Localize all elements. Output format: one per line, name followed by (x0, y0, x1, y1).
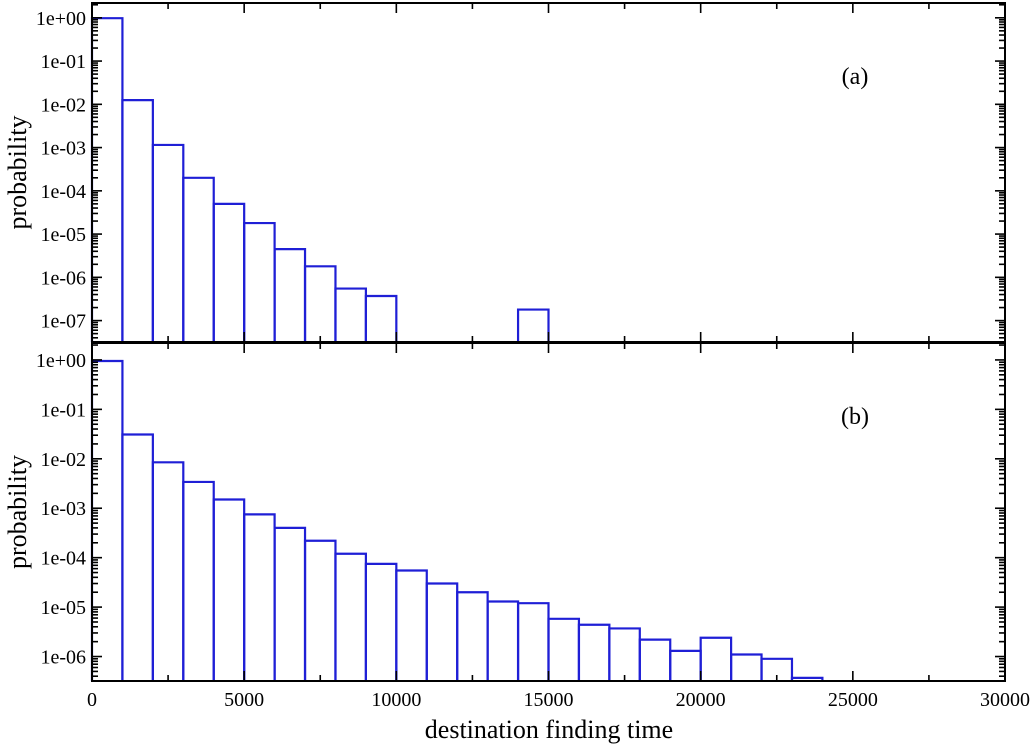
panel-b-y-tick-label: 1e+00 (36, 350, 86, 372)
panel-b-bar (395, 569, 428, 681)
panel-b-y-tick-label: 1e-03 (40, 498, 86, 520)
panel-b-bar (516, 602, 550, 681)
panel-a-bar (303, 265, 337, 342)
panel-a-bar (516, 308, 550, 342)
panel-b: 0 5000 10000 15000 20000 25000 30000 1e+00 1e-01… (3, 342, 1030, 711)
panel-a: 1e+00 1e-01 1e-02 1e-03 1e-04 1e-05 1e-06 1e-07… (3, 2, 1006, 343)
panel-b-bar (669, 649, 702, 681)
x-axis-title: destination finding time (425, 715, 673, 744)
panel-a-bar (273, 247, 307, 342)
panel-b-bar (182, 480, 215, 681)
panel-b-y-tick-label: 1e-01 (40, 399, 86, 421)
panel-b-y-axis-title: probability (3, 455, 32, 569)
panel-b-x-tick-label: 30000 (980, 689, 1030, 711)
panel-a-bar (212, 202, 246, 342)
panel-b-label: (b) (841, 404, 869, 430)
panel-b-x-tick-label: 5000 (224, 689, 264, 711)
panel-b-y-tick-label: 1e-04 (40, 548, 86, 570)
panel-a-y-tick-label: 1e-06 (40, 267, 86, 289)
panel-a-bar (182, 176, 215, 342)
panel-b-x-tick-label: 0 (87, 689, 97, 711)
panel-b-bar (486, 600, 520, 681)
panel-b-bar (303, 539, 337, 681)
panel-b-bar (699, 636, 733, 681)
panel-b-bar (212, 498, 246, 681)
panel-b-x-tick-label: 25000 (828, 689, 878, 711)
panel-b-bar (273, 526, 307, 681)
panel-b-bar (425, 582, 459, 681)
panel-a-bar (151, 143, 185, 342)
panel-b-bar (121, 433, 154, 681)
panel-b-bar (608, 627, 641, 681)
panel-b-bar (790, 676, 824, 681)
panel-b-x-tick-label: 15000 (524, 689, 574, 711)
panel-b-bar (243, 513, 276, 681)
panel-b-bar (547, 617, 581, 681)
panel-a-y-tick-label: 1e-02 (40, 94, 86, 116)
panel-b-y-tick-label: 1e-02 (40, 449, 86, 471)
panel-a-y-tick-label: 1e-01 (40, 51, 86, 73)
panel-b-y-tick-label: 1e-06 (40, 647, 86, 669)
panel-b-bar (577, 623, 611, 681)
panel-b-bar (760, 657, 794, 681)
panel-a-bar (334, 287, 367, 342)
panel-a-bar (121, 99, 154, 342)
panel-a-y-tick-label: 1e-05 (40, 224, 86, 246)
panel-a-y-tick-label: 1e+00 (36, 8, 86, 30)
panel-b-x-tick-label: 20000 (676, 689, 726, 711)
panel-a-label: (a) (842, 64, 869, 90)
panel-a-frame (91, 2, 1006, 343)
panel-b-bar (730, 653, 763, 681)
panel-a-bar (90, 17, 124, 342)
panel-a-y-tick-label: 1e-03 (40, 138, 86, 160)
panel-b-x-tick-label: 10000 (371, 689, 421, 711)
panel-b-bar (456, 591, 489, 681)
panel-b-bar (334, 552, 367, 681)
panel-b-bar (364, 562, 398, 681)
panel-b-bar (151, 461, 185, 681)
panel-a-y-axis-title: probability (3, 115, 32, 229)
panel-a-bar (364, 294, 398, 342)
panel-a-y-tick-label: 1e-04 (40, 181, 86, 203)
panel-a-bar (243, 221, 276, 342)
panel-a-y-tick-label: 1e-07 (40, 311, 86, 333)
panel-b-bar (638, 638, 672, 681)
panel-b-y-tick-label: 1e-05 (40, 597, 86, 619)
